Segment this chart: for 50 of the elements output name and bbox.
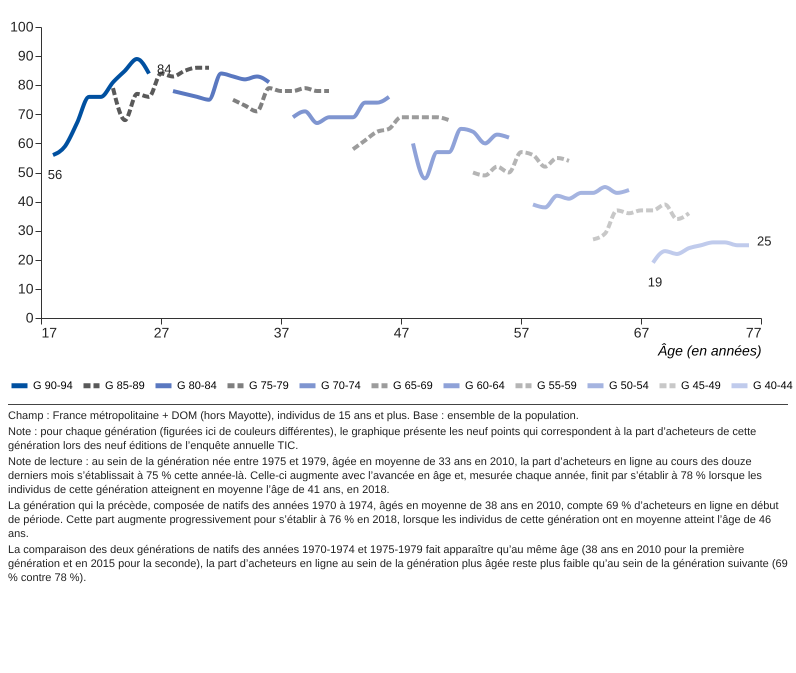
line-series [471,150,571,178]
y-tick-label: 50 [18,164,34,180]
data-label: 19 [648,274,662,290]
data-label: 84 [157,62,172,77]
legend-label: G 40-44 [753,380,793,392]
legend-label: G 45-49 [681,380,721,392]
line-series [411,126,511,180]
legend-label: G 60-64 [465,380,505,392]
legend-label: G 85-89 [105,380,145,392]
legend-label: G 70-74 [321,380,361,392]
x-tick-label: 67 [634,324,650,340]
line-series [231,86,331,114]
y-tick-label: 100 [10,18,34,34]
x-tick-label: 37 [274,324,290,340]
data-label: 56 [48,167,62,182]
y-tick-label: 40 [18,193,34,210]
y-tick-label: 90 [18,48,34,64]
legend-label: G 55-59 [537,380,577,392]
text: Champ : France métropolitaine + DOM (hors Mayotte), individus de 15 ans et plus. Base : ensemble de la population. [8,409,580,423]
legend-label: G 90-94 [33,380,73,392]
text: Note de lecture : au sein de la génération née entre 1975 et 1979, âgée en moyenne de 33 ans en 2010, la part d’acheteurs en ligne au cours des douze derniers mois s’établissait à 75 % cette année-là. Celle-ci augmente avec l’avancée en âge et, mesurée chaque année, finit par s’établir à 78 % lorsque les individus de cette génération atteignent en moyenne l’âge de 41 ans, en 2018. [8,455,763,497]
x-axis-title: Âge (en années) [656,342,762,358]
x-tick-label: 57 [514,324,530,340]
text: La comparaison des deux générations de natifs des années 1970-1974 et 1975-1979 fait apparaître qu’au même âge (38 ans en 2010 pour la première génération et en 2015 pour la seconde), la part d’acheteurs en ligne au sein de la génération plus âgée reste plus faible qu’au sein de la génération suivante (69 % contre 78 %). [8,543,788,585]
line-series [531,185,631,210]
legend-label: G 75-79 [249,380,289,392]
line-series [171,72,271,102]
x-tick-label: 77 [746,324,762,340]
x-tick-label: 17 [42,324,58,340]
x-tick-label: 27 [154,324,170,340]
x-tick-label: 47 [394,324,410,340]
text: La génération qui la précède, composée de natifs des années 1970 à 1974, âgés en moyenne de 38 ans en 2010, compte 69 % d’acheteurs en ligne en début de période. Cette part augmente progressivement pour s’établir à 76 % en 2018, lorsque les individus de cette génération ont en moyenne atteint l’âge de 46 ans. [8,499,780,541]
y-tick-label: 80 [18,76,34,93]
y-tick-label: 60 [18,134,34,151]
y-tick-label: 30 [18,222,34,238]
legend-label: G 65-69 [393,380,433,392]
line-series [351,115,451,152]
line-series [651,240,751,265]
line-series [111,66,211,122]
y-tick-label: 10 [18,280,34,296]
line-series [51,57,151,158]
line-series [291,94,391,126]
legend-label: G 80-84 [177,380,217,392]
data-label: 25 [757,233,772,248]
line-series [591,202,691,242]
y-tick-label: 20 [18,251,34,268]
y-tick-label: 0 [26,310,34,326]
text: Note : pour chaque génération (figurées ici de couleurs différentes), le graphique présente les neuf points qui correspondent à la part d’acheteurs de cette génération lors des neuf éditions de l’enquête annuelle TIC. [8,425,758,453]
y-tick-label: 70 [18,106,34,122]
legend-label: G 50-54 [609,380,649,392]
